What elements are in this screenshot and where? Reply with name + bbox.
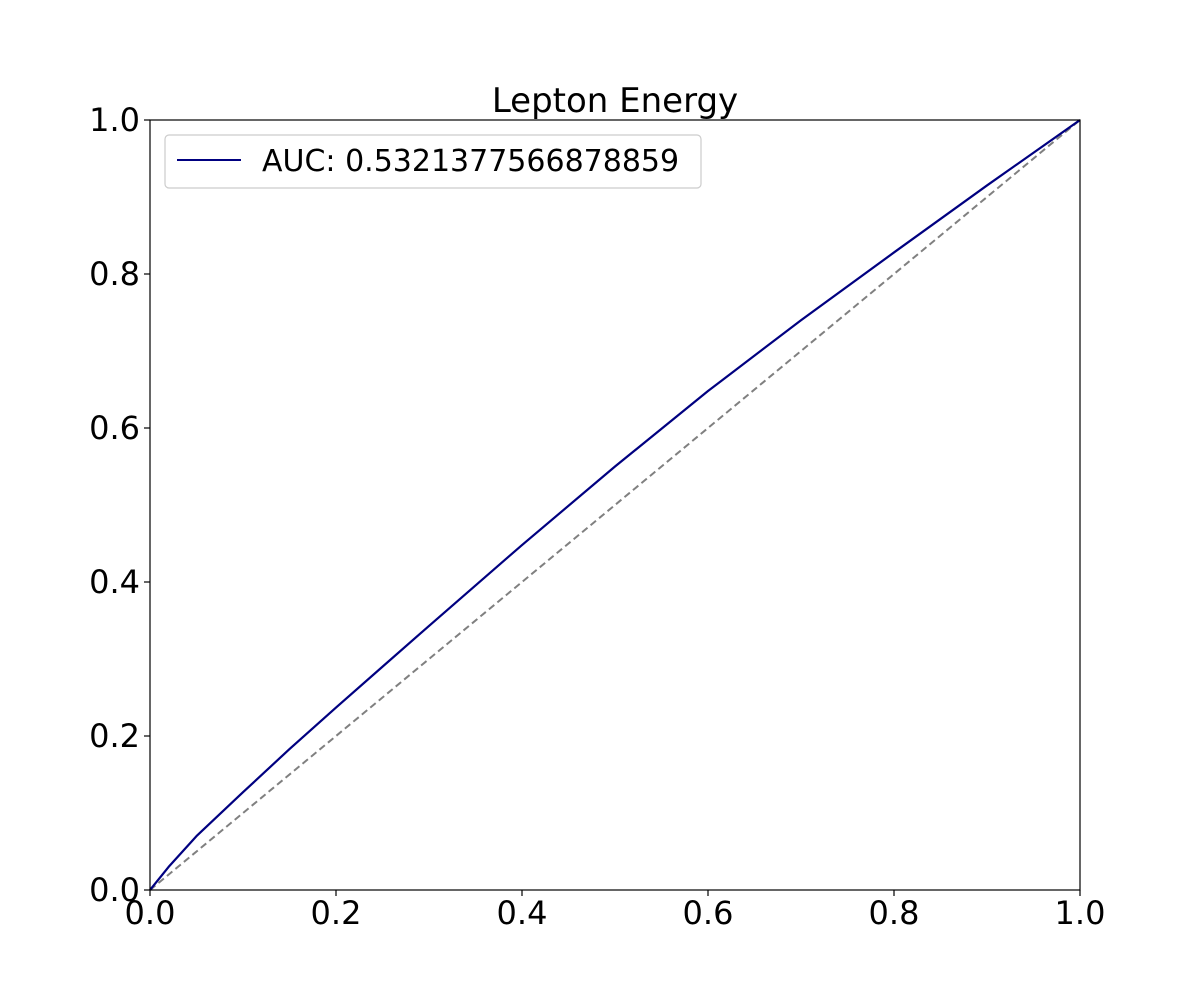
legend: AUC: 0.5321377566878859 xyxy=(164,134,702,189)
y-tick-label: 0.0 xyxy=(89,871,140,909)
series-layer xyxy=(149,119,1081,891)
y-tick-label: 0.4 xyxy=(89,563,140,601)
y-tick-label: 0.6 xyxy=(89,409,140,447)
x-tick-label: 1.0 xyxy=(1055,894,1106,932)
legend-box xyxy=(164,134,702,189)
x-tick-label: 0.8 xyxy=(869,894,920,932)
y-tick-label: 1.0 xyxy=(89,101,140,139)
roc-curve-line xyxy=(149,119,1081,891)
x-tick-label: 0.2 xyxy=(311,894,362,932)
x-tick-label: 0.6 xyxy=(683,894,734,932)
x-tick-label: 0.4 xyxy=(497,894,548,932)
chart-title: Lepton Energy xyxy=(492,81,738,121)
y-axis: 0.0 0.2 0.4 0.6 0.8 1.0 xyxy=(89,101,150,909)
chance-diagonal-line xyxy=(149,119,1081,891)
y-tick-label: 0.8 xyxy=(89,255,140,293)
legend-label: AUC: 0.5321377566878859 xyxy=(262,144,679,179)
x-axis: 0.0 0.2 0.4 0.6 0.8 1.0 xyxy=(125,890,1106,932)
x-tick-label: 0.0 xyxy=(125,894,176,932)
y-tick-label: 0.2 xyxy=(89,717,140,755)
plot-frame xyxy=(149,119,1081,891)
